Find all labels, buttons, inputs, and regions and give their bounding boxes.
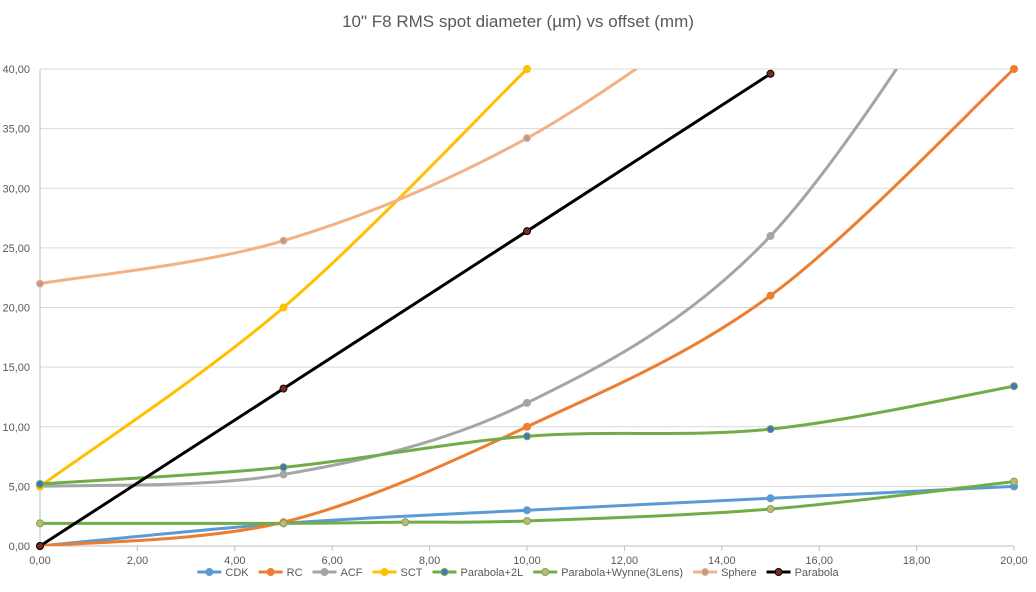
data-point xyxy=(279,463,288,472)
x-axis-ticks: 0,00 2,00 4,00 6,00 8,00 10,00 12,00 14,00 16,00… xyxy=(29,546,1028,567)
legend-item[interactable]: SCT xyxy=(372,567,423,579)
data-point xyxy=(523,506,531,515)
legend-swatch-marker xyxy=(266,568,275,576)
data-point xyxy=(36,479,44,488)
data-point xyxy=(279,519,288,528)
legend-swatch-marker xyxy=(774,568,783,576)
data-point xyxy=(766,69,775,78)
y-tick-label: 5,00 xyxy=(9,481,30,493)
legend-swatch-marker xyxy=(701,568,710,576)
data-point xyxy=(1010,477,1018,486)
data-point xyxy=(279,236,288,245)
data-point xyxy=(523,65,531,73)
legend-swatch-marker xyxy=(380,568,389,576)
x-tick-label: 12,00 xyxy=(611,555,639,567)
series xyxy=(40,69,1014,546)
x-tick-label: 4,00 xyxy=(224,555,245,567)
x-tick-label: 8,00 xyxy=(419,555,440,567)
data-point xyxy=(36,519,44,528)
data-point xyxy=(523,516,531,525)
chart-title: 10" F8 RMS spot diameter (µm) vs offset … xyxy=(342,12,694,31)
legend-swatch-marker xyxy=(541,568,550,576)
y-tick-label: 40,00 xyxy=(2,64,30,76)
legend-swatch-marker xyxy=(320,568,329,576)
x-tick-label: 0,00 xyxy=(29,555,50,567)
legend-item[interactable]: Parabola xyxy=(766,567,840,579)
legend-label: Sphere xyxy=(721,567,756,579)
data-point xyxy=(36,279,44,288)
x-tick-label: 16,00 xyxy=(805,555,833,567)
y-tick-label: 15,00 xyxy=(2,362,30,374)
data-point xyxy=(401,518,410,527)
x-tick-label: 2,00 xyxy=(127,555,148,567)
legend-item[interactable]: Sphere xyxy=(693,567,757,579)
y-tick-label: 0,00 xyxy=(9,541,30,553)
legend-item[interactable]: ACF xyxy=(312,567,363,579)
legend-label: RC xyxy=(287,567,303,579)
data-point xyxy=(766,494,775,503)
x-tick-label: 14,00 xyxy=(708,555,736,567)
y-tick-label: 35,00 xyxy=(2,124,30,136)
y-axis-ticks: 0,00 5,00 10,00 15,00 20,00 25,00 30,00 35,00 40… xyxy=(2,64,30,553)
legend-label: Parabola+Wynne(3Lens) xyxy=(561,567,683,579)
legend-item[interactable]: RC xyxy=(258,567,303,579)
series-line-6 xyxy=(40,69,639,286)
legend-label: SCT xyxy=(401,567,423,579)
data-point xyxy=(523,432,531,441)
legend-label: CDK xyxy=(225,567,249,579)
data-point xyxy=(523,422,531,431)
markers xyxy=(36,65,1018,550)
y-tick-label: 10,00 xyxy=(2,422,30,434)
data-point xyxy=(279,470,288,479)
data-point xyxy=(1010,65,1018,73)
y-tick-label: 30,00 xyxy=(2,183,30,195)
data-point xyxy=(766,425,775,434)
legend-item[interactable]: CDK xyxy=(197,567,249,579)
legend-swatch-marker xyxy=(440,568,449,576)
x-tick-label: 18,00 xyxy=(903,555,931,567)
data-point xyxy=(1010,382,1018,391)
x-tick-label: 6,00 xyxy=(321,555,342,567)
series-line-5 xyxy=(40,480,1014,525)
series-line-7 xyxy=(40,72,772,546)
data-point xyxy=(279,384,288,393)
data-point xyxy=(523,398,531,407)
legend-label: Parabola xyxy=(795,567,840,579)
legend-swatch-marker xyxy=(205,568,214,576)
data-point xyxy=(36,542,44,550)
data-point xyxy=(523,134,531,143)
y-tick-label: 20,00 xyxy=(2,303,30,315)
x-tick-label: 10,00 xyxy=(513,555,541,567)
data-point xyxy=(279,303,288,312)
data-point xyxy=(523,227,531,236)
data-point xyxy=(766,231,775,240)
legend-item[interactable]: Parabola+Wynne(3Lens) xyxy=(533,567,683,579)
x-tick-label: 20,00 xyxy=(1000,555,1028,567)
legend-label: ACF xyxy=(341,567,363,579)
legend-item[interactable]: Parabola+2L xyxy=(432,567,524,579)
series-line-2 xyxy=(40,69,899,488)
legend-label: Parabola+2L xyxy=(461,567,524,579)
legend[interactable]: CDK RC ACF SCT Parabola+2L Parabola+Wynne(3Le… xyxy=(197,567,839,579)
data-point xyxy=(766,505,775,514)
y-tick-label: 25,00 xyxy=(2,243,30,255)
data-point xyxy=(766,291,775,300)
series-line-1 xyxy=(40,69,1014,546)
